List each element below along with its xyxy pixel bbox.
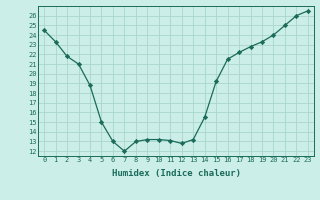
- X-axis label: Humidex (Indice chaleur): Humidex (Indice chaleur): [111, 169, 241, 178]
